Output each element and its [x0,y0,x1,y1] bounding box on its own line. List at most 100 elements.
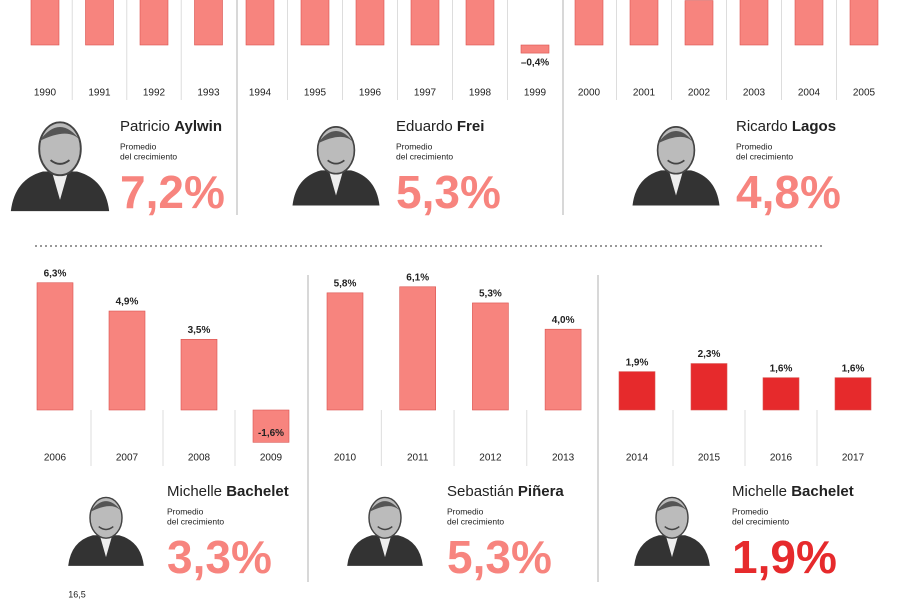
year-label: 2009 [260,453,283,464]
average-caption: Promedio [167,506,204,516]
annotation: 16,5 [68,589,86,599]
first-name: Michelle [732,483,787,500]
year-label: 1997 [414,88,437,99]
bar [544,328,582,411]
average-caption: del crecimiento [396,151,453,161]
first-name: Eduardo [396,118,453,135]
average-value: 3,3% [167,531,272,583]
last-name: Piñera [518,483,565,500]
average-caption: Promedio [736,141,773,151]
bar [629,0,659,46]
year-label: 2011 [407,453,429,464]
bar [355,0,385,46]
bar [326,292,364,411]
president-name: Sebastián Piñera [447,483,564,500]
average-caption: Promedio [120,141,157,151]
year-label: 2002 [688,88,711,99]
year-label: 2004 [798,88,821,99]
average-value: 1,9% [732,531,837,583]
average-caption: del crecimiento [167,516,224,526]
value-label: 5,3% [479,289,502,300]
first-name: Patricio [120,118,170,135]
year-label: 2006 [44,453,67,464]
year-label: 2013 [552,453,575,464]
year-label: 1998 [469,88,492,99]
value-label: 6,1% [406,272,429,283]
bar [180,338,218,411]
bar [85,0,114,46]
bar [618,371,656,411]
portrait [9,121,111,213]
first-name: Sebastián [447,483,514,500]
year-label: 1993 [197,88,220,99]
last-name: Bachelet [791,483,854,500]
average-value: 5,3% [447,531,552,583]
bar [684,0,714,46]
average-value: 5,3% [396,166,501,218]
bar [472,302,509,411]
bar [794,0,824,46]
year-label: 1994 [249,88,272,99]
year-label: 2012 [479,453,502,464]
president-name: Michelle Bachelet [167,483,289,500]
last-name: Lagos [792,118,836,135]
year-label: 2007 [116,453,139,464]
portrait [633,496,711,567]
portrait [631,125,721,207]
bar [36,282,74,411]
bar [849,0,879,46]
year-label: 2005 [853,88,876,99]
year-label: 1999 [524,88,547,99]
value-label: 4,9% [116,297,139,308]
portrait [67,496,145,567]
bar [465,0,495,46]
year-label: 2010 [334,453,357,464]
value-label: 5,8% [334,278,357,289]
year-label: 2008 [188,453,211,464]
year-label: 2017 [842,453,865,464]
year-label: 1990 [34,88,57,99]
bar [139,0,169,46]
value-label: 1,6% [770,363,793,374]
bar [252,409,290,443]
last-name: Bachelet [226,483,289,500]
value-label: 2,3% [698,349,721,360]
value-label: 1,6% [842,363,865,374]
value-label: 1,9% [626,357,649,368]
president-name: Eduardo Frei [396,118,484,135]
value-label: –0,4% [521,58,549,69]
president-name: Ricardo Lagos [736,118,836,135]
value-label: 6,3% [44,268,67,279]
bar [574,0,604,46]
portrait [346,496,424,567]
portrait [291,125,381,207]
value-label: -1,6% [258,428,284,439]
value-label: 4,0% [552,315,575,326]
average-caption: Promedio [447,506,484,516]
value-label: 3,5% [188,325,211,336]
average-caption: del crecimiento [447,516,504,526]
president-name: Michelle Bachelet [732,483,854,500]
average-value: 7,2% [120,166,225,218]
year-label: 1991 [88,88,111,99]
average-caption: del crecimiento [120,151,177,161]
bar [399,286,437,411]
bar [300,0,330,46]
bar [410,0,440,46]
year-label: 1996 [359,88,382,99]
president-name: Patricio Aylwin [120,118,222,135]
bar [690,363,728,411]
bar [739,0,769,46]
year-label: 2014 [626,453,649,464]
year-label: 2015 [698,453,721,464]
bar [520,44,550,54]
year-label: 2000 [578,88,601,99]
average-caption: Promedio [396,141,433,151]
year-label: 2016 [770,453,793,464]
bar [194,0,223,46]
average-caption: del crecimiento [732,516,789,526]
bar [108,310,146,411]
bar [834,377,872,411]
last-name: Frei [457,118,485,135]
